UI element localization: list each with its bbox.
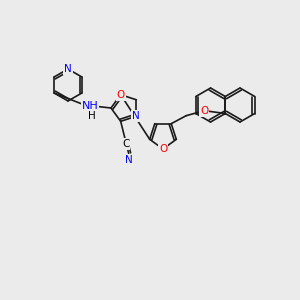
Text: O: O xyxy=(159,144,167,154)
Text: O: O xyxy=(200,106,208,116)
Text: NH: NH xyxy=(82,101,98,111)
Text: H: H xyxy=(88,111,96,121)
Text: N: N xyxy=(125,155,133,165)
Text: N: N xyxy=(64,64,72,74)
Text: N: N xyxy=(133,111,140,121)
Text: C: C xyxy=(122,139,129,149)
Text: O: O xyxy=(116,90,125,100)
